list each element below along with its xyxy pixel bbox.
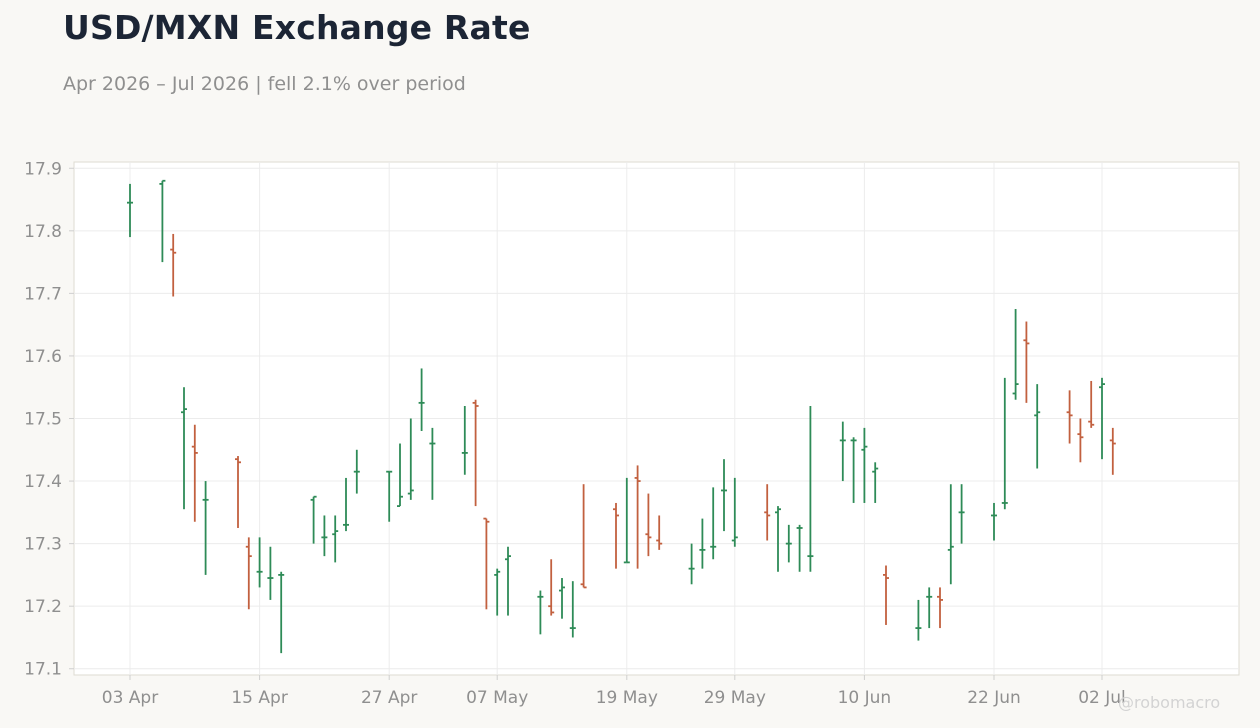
x-tick-label: 29 May: [704, 688, 766, 708]
gridlines: [74, 162, 1239, 675]
ohlc-bar: [613, 502, 619, 569]
ohlc-bar: [267, 546, 274, 600]
ohlc-bar: [386, 470, 393, 522]
ohlc-bar: [127, 183, 133, 238]
ohlc-bar: [775, 506, 781, 572]
ohlc-bar: [483, 517, 490, 610]
y-tick-label: 17.1: [24, 660, 62, 680]
ohlc-bar: [202, 481, 209, 575]
x-axis: 03 Apr 15 Apr 27 Apr 07 May 19 May 29 May 10 J…: [102, 675, 1126, 708]
ohlc-bar: [569, 581, 576, 638]
ohlc-bar: [278, 571, 285, 654]
ohlc-bar: [235, 456, 241, 528]
x-tick-label: 03 Apr: [102, 688, 158, 708]
ohlc-bar: [159, 179, 166, 263]
ohlc-bar: [1066, 390, 1073, 444]
ohlc-bars: [127, 179, 1116, 654]
ohlc-bar: [850, 437, 857, 503]
ohlc-bar: [1001, 377, 1008, 510]
x-tick-label: 19 May: [596, 688, 658, 708]
ohlc-bar: [1077, 418, 1084, 463]
x-tick-label: 07 May: [466, 688, 528, 708]
ohlc-bar: [407, 418, 414, 500]
y-tick-label: 17.5: [24, 410, 62, 430]
ohlc-bar: [310, 495, 317, 544]
watermark: @robomacro: [1118, 693, 1221, 712]
ohlc-bar: [883, 565, 889, 625]
ohlc-bar: [764, 484, 771, 541]
ohlc-bar: [731, 477, 738, 547]
ohlc-bar: [926, 587, 933, 629]
ohlc-bar: [785, 524, 792, 563]
x-tick-label: 27 Apr: [361, 688, 417, 708]
ohlc-bar: [191, 424, 198, 522]
ohlc-bar: [991, 502, 997, 541]
chart-title: USD/MXN Exchange Rate: [63, 8, 531, 47]
ohlc-bar: [1034, 384, 1041, 469]
ohlc-bar: [710, 487, 717, 560]
ohlc-bar: [505, 546, 511, 616]
y-tick-label: 17.8: [24, 222, 62, 242]
chart-subtitle: Apr 2026 – Jul 2026 | fell 2.1% over per…: [63, 73, 466, 95]
y-tick-label: 17.9: [24, 159, 62, 179]
ohlc-bar: [472, 399, 479, 507]
ohlc-bar: [461, 405, 468, 475]
ohlc-bar: [397, 443, 403, 507]
y-tick-label: 17.2: [24, 597, 62, 617]
ohlc-bar: [332, 515, 339, 563]
ohlc-bar: [796, 524, 803, 572]
ohlc-bar: [688, 543, 695, 585]
ohlc-bar: [721, 459, 727, 532]
ohlc-bar: [645, 493, 652, 557]
y-tick-label: 17.6: [24, 347, 62, 367]
y-tick-label: 17.7: [24, 284, 62, 304]
ohlc-bar: [418, 368, 425, 432]
ohlc-bar: [321, 515, 328, 557]
ohlc-bar: [947, 484, 954, 585]
ohlc-bar: [1109, 427, 1116, 475]
y-axis: 17.1 17.2 17.3 17.4 17.5 17.6 17.7 17.8 17.9: [24, 159, 74, 680]
x-tick-label: 22 Jun: [967, 688, 1021, 708]
ohlc-bar: [1088, 380, 1095, 428]
ohlc-bar: [634, 465, 641, 569]
ohlc-bar: [699, 518, 706, 569]
ohlc-bar: [1099, 377, 1105, 460]
x-tick-label: 15 Apr: [231, 688, 287, 708]
ohlc-bar: [872, 462, 879, 503]
ohlc-bar: [915, 599, 922, 641]
ohlc-bar: [958, 484, 965, 544]
ohlc-bar: [245, 537, 252, 610]
x-tick-label: 02 Jul: [1078, 688, 1126, 708]
ohlc-bar: [494, 568, 501, 616]
ohlc-bar: [937, 587, 943, 629]
ohlc-bar: [256, 537, 263, 588]
ohlc-bar: [170, 233, 177, 297]
ohlc-bar: [548, 559, 555, 616]
y-tick-label: 17.4: [24, 472, 62, 492]
ohlc-bar: [623, 477, 630, 564]
ohlc-bar: [580, 484, 587, 589]
ohlc-bar: [559, 578, 565, 619]
x-tick-label: 10 Jun: [838, 688, 892, 708]
ohlc-bar: [839, 421, 846, 482]
ohlc-bar: [537, 590, 544, 635]
ohlc-bar: [656, 515, 663, 550]
ohlc-bar: [181, 387, 187, 510]
ohlc-bar: [1012, 309, 1019, 400]
ohlc-bar: [429, 427, 436, 500]
y-tick-label: 17.3: [24, 535, 62, 555]
ohlc-bar: [1023, 321, 1030, 403]
ohlc-bar: [861, 427, 868, 503]
ohlc-bar: [807, 405, 814, 572]
ohlc-bar: [353, 449, 360, 494]
ohlc-bar: [343, 477, 349, 532]
